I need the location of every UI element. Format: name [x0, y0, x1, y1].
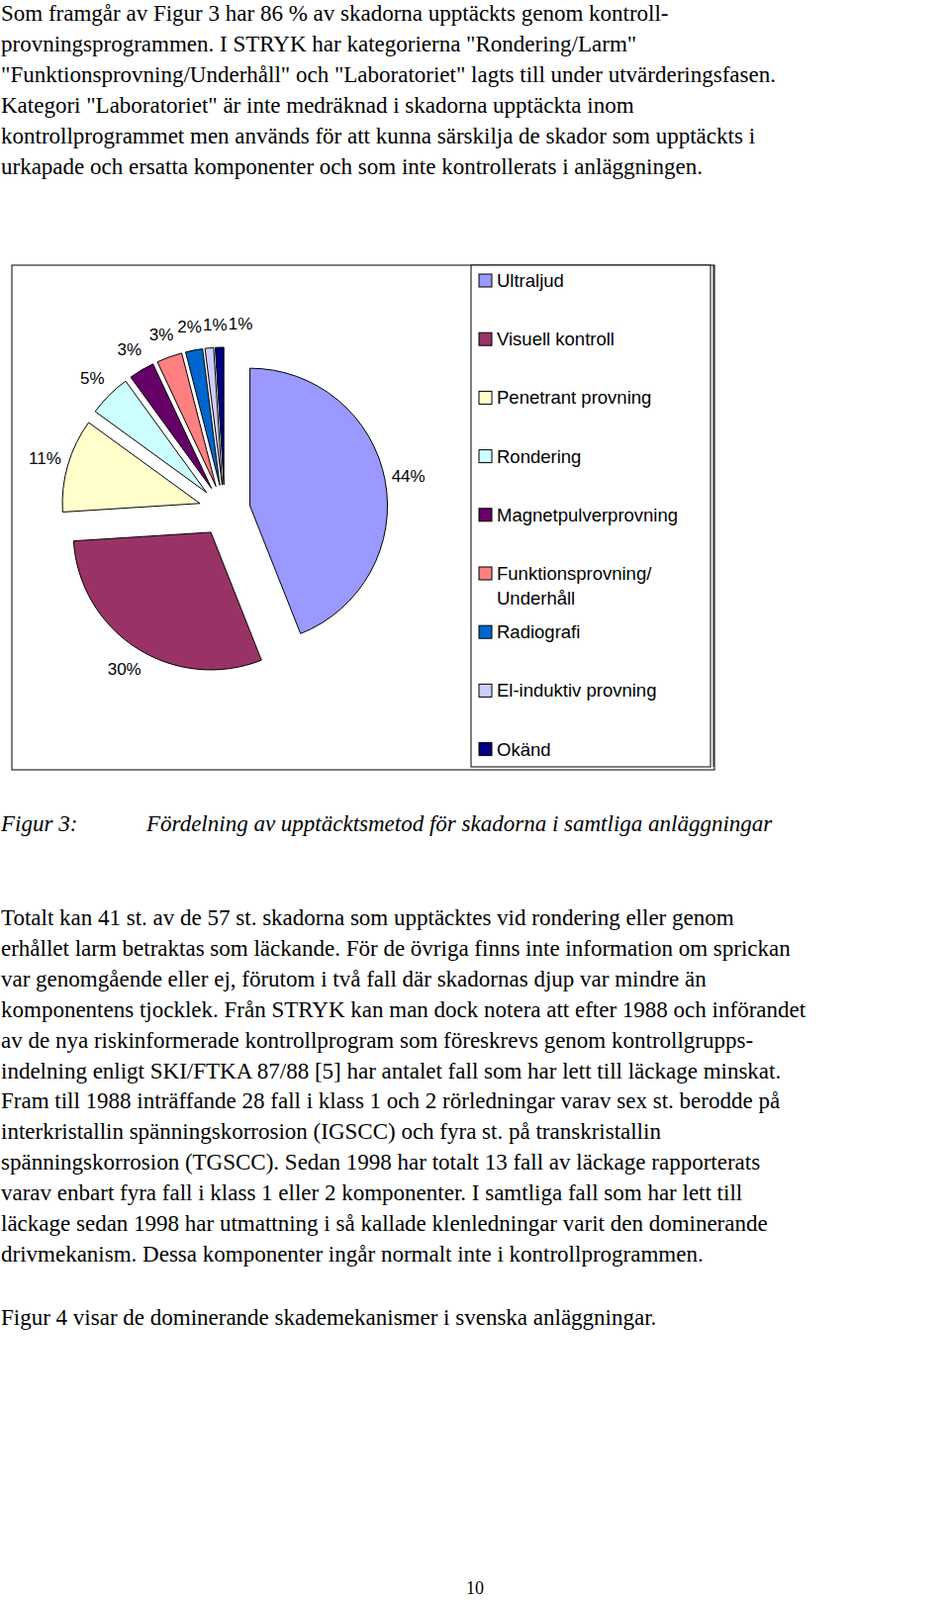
paragraph-line: varav enbart fyra fall i klass 1 eller 2… — [0, 1180, 743, 1206]
legend-label: Funktionsprovning/Underhåll — [496, 563, 653, 609]
data-label: 11% — [28, 449, 62, 469]
legend-swatch — [478, 567, 492, 580]
pie-slice — [250, 368, 388, 634]
paragraph-line: provningsprogrammen. I STRYK har kategor… — [0, 31, 637, 57]
data-label: 3% — [117, 340, 143, 360]
page-number: 10 — [466, 1578, 484, 1599]
paragraph-line: komponentens tjocklek. Från STRYK kan ma… — [0, 997, 807, 1023]
paragraph-line: "Funktionsprovning/Underhåll" och "Labor… — [0, 62, 776, 88]
legend-label: Okänd — [496, 739, 552, 760]
paragraph-line: Som framgår av Figur 3 har 86 % av skado… — [0, 0, 669, 26]
legend-swatch — [478, 332, 492, 346]
pie-slice — [214, 347, 224, 485]
legend-swatch — [478, 625, 492, 639]
page: Som framgår av Figur 3 har 86 % av skado… — [0, 0, 950, 1600]
caption-label: Figur 3: — [0, 811, 78, 837]
caption-text: Fördelning av upptäcktsmetod för skadorn… — [145, 811, 773, 837]
legend-label: Radiografi — [496, 621, 580, 643]
paragraph-line: interkristallin spänningskorrosion (IGSC… — [0, 1119, 662, 1144]
paragraph-line: erhållet larm betraktas som läckande. Fö… — [0, 936, 791, 961]
data-label: 1% — [228, 314, 254, 334]
paragraph-line: urkapade och ersatta komponenter och som… — [0, 154, 703, 180]
pie — [62, 347, 388, 670]
data-label: 5% — [80, 369, 105, 388]
legend-label: Ultraljud — [496, 270, 565, 291]
chart-frame — [11, 265, 715, 770]
data-label: 3% — [149, 325, 175, 345]
paragraph-line: drivmekanism. Dessa komponenter ingår no… — [0, 1241, 704, 1267]
paragraph-line: kontrollprogrammet men används för att k… — [0, 123, 756, 149]
paragraph-line: indelning enligt SKI/FTKA 87/88 [5] har … — [0, 1058, 781, 1084]
legend-swatch — [478, 743, 492, 757]
paragraph-line: Fram till 1988 inträffande 28 fall i kla… — [0, 1088, 780, 1114]
data-label: 30% — [107, 660, 142, 679]
legend-swatch — [478, 390, 492, 404]
legend-label: Visuell kontroll — [496, 328, 615, 350]
legend-label: Penetrant provning — [496, 386, 652, 408]
paragraph-line: Kategori "Laboratoriet" är inte medräkna… — [0, 93, 635, 118]
legend-label: Magnetpulverprovning — [496, 504, 678, 526]
background — [0, 0, 950, 1600]
legend-box — [471, 265, 711, 767]
paragraph-line: läckage sedan 1998 har utmattning i så k… — [0, 1211, 768, 1236]
paragraph-line: spänningskorrosion (TGSCC). Sedan 1998 h… — [0, 1149, 760, 1175]
legend-swatch — [478, 274, 492, 287]
legend-swatch — [478, 450, 492, 464]
pie-slice — [73, 532, 262, 670]
legend-border — [713, 265, 715, 767]
paragraph-line: av de nya riskinformerade kontrollprogra… — [0, 1028, 754, 1053]
paragraph-line: var genomgående eller ej, förutom i två … — [0, 966, 707, 992]
data-label: 2% — [177, 317, 202, 337]
legend-swatch — [478, 683, 492, 697]
data-label: 44% — [391, 467, 426, 486]
legend-label: Rondering — [496, 446, 581, 468]
legend-label: El-induktiv provning — [496, 679, 657, 701]
paragraph-line: Totalt kan 41 st. av de 57 st. skadorna … — [0, 905, 735, 931]
legend-swatch — [478, 508, 492, 522]
paragraph-line: Figur 4 visar de dominerande skademekani… — [0, 1305, 657, 1330]
data-label: 1% — [202, 315, 228, 335]
